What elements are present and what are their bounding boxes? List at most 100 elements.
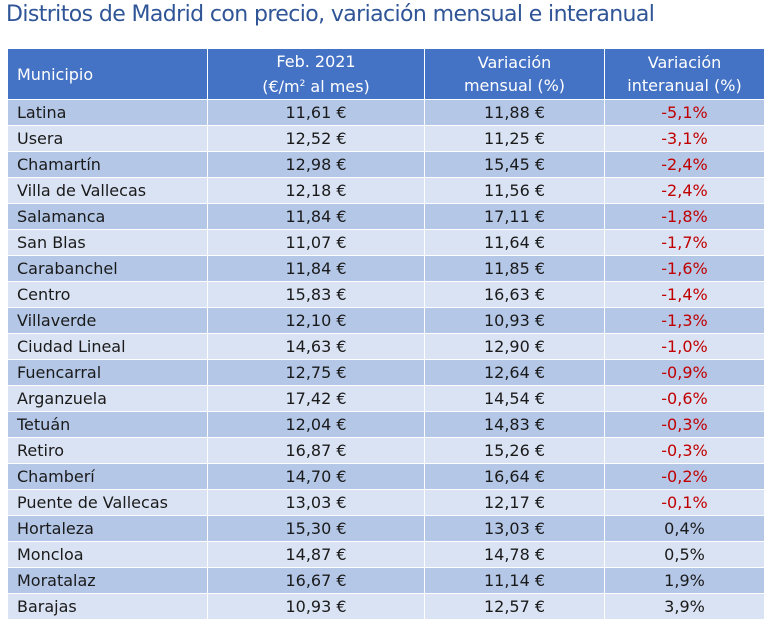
cell-municipio: Arganzuela bbox=[7, 385, 208, 412]
cell-municipio: Tetuán bbox=[7, 411, 208, 438]
table-row: Usera 12,52 €11,25 € -3,1% bbox=[7, 125, 765, 152]
cell-precio: 17,42 € bbox=[207, 385, 425, 412]
cell-municipio: Salamanca bbox=[7, 203, 208, 230]
cell-interanual: -1,6% bbox=[604, 255, 765, 282]
cell-municipio: Fuencarral bbox=[7, 359, 208, 386]
cell-precio: 11,84 € bbox=[207, 255, 425, 282]
cell-mensual: 16,64 € bbox=[424, 463, 605, 490]
table-row: Villa de Vallecas 12,18 €11,56 € -2,4% bbox=[7, 177, 765, 204]
cell-precio: 11,84 € bbox=[207, 203, 425, 230]
cell-interanual: 0,4% bbox=[604, 515, 765, 542]
cell-mensual: 13,03 € bbox=[424, 515, 605, 542]
table-row: Puente de Vallecas 13,03 €12,17 € -0,1% bbox=[7, 489, 765, 516]
cell-precio: 12,98 € bbox=[207, 151, 425, 178]
table-row: Salamanca 11,84 €17,11 € -1,8% bbox=[7, 203, 765, 230]
cell-precio: 12,52 € bbox=[207, 125, 425, 152]
cell-mensual: 12,90 € bbox=[424, 333, 605, 360]
cell-mensual: 11,64 € bbox=[424, 229, 605, 256]
cell-municipio: Villa de Vallecas bbox=[7, 177, 208, 204]
header-mensual-line1: Variación bbox=[477, 53, 552, 72]
cell-interanual: -0,6% bbox=[604, 385, 765, 412]
table-header: Municipio Feb. 2021 (€/m2 al mes) Variac… bbox=[7, 48, 765, 100]
cell-precio: 16,87 € bbox=[207, 437, 425, 464]
cell-interanual: -3,1% bbox=[604, 125, 765, 152]
cell-municipio: Ciudad Lineal bbox=[7, 333, 208, 360]
cell-municipio: Chamberí bbox=[7, 463, 208, 490]
cell-interanual: -1,4% bbox=[604, 281, 765, 308]
cell-interanual: -0,9% bbox=[604, 359, 765, 386]
cell-precio: 12,10 € bbox=[207, 307, 425, 334]
cell-municipio: Moncloa bbox=[7, 541, 208, 568]
header-interanual-line2: interanual (%) bbox=[627, 76, 742, 95]
cell-mensual: 11,14 € bbox=[424, 567, 605, 594]
table-row: Centro 15,83 €16,63 € -1,4% bbox=[7, 281, 765, 308]
header-precio-sup: 2 bbox=[299, 79, 306, 89]
header-precio-line2b: al mes) bbox=[305, 77, 370, 96]
table-row: Hortaleza 15,30 €13,03 €0,4% bbox=[7, 515, 765, 542]
cell-municipio: Chamartín bbox=[7, 151, 208, 178]
cell-interanual: -2,4% bbox=[604, 151, 765, 178]
cell-mensual: 11,25 € bbox=[424, 125, 605, 152]
header-interanual-line1: Variación bbox=[647, 53, 722, 72]
cell-precio: 13,03 € bbox=[207, 489, 425, 516]
table-row: Arganzuela 17,42 €14,54 € -0,6% bbox=[7, 385, 765, 412]
cell-interanual: -1,8% bbox=[604, 203, 765, 230]
header-municipio: Municipio bbox=[7, 48, 208, 100]
cell-municipio: Retiro bbox=[7, 437, 208, 464]
cell-mensual: 16,63 € bbox=[424, 281, 605, 308]
table-row: San Blas 11,07 €11,64 € -1,7% bbox=[7, 229, 765, 256]
table-row: Chamberí 14,70 €16,64 € -0,2% bbox=[7, 463, 765, 490]
cell-mensual: 14,54 € bbox=[424, 385, 605, 412]
cell-precio: 14,70 € bbox=[207, 463, 425, 490]
cell-municipio: Puente de Vallecas bbox=[7, 489, 208, 516]
table-row: Carabanchel 11,84 €11,85 € -1,6% bbox=[7, 255, 765, 282]
cell-municipio: Hortaleza bbox=[7, 515, 208, 542]
cell-interanual: 1,9% bbox=[604, 567, 765, 594]
cell-municipio: Latina bbox=[7, 99, 208, 126]
header-precio: Feb. 2021 (€/m2 al mes) bbox=[207, 48, 425, 100]
header-interanual: Variación interanual (%) bbox=[604, 48, 765, 100]
cell-municipio: Carabanchel bbox=[7, 255, 208, 282]
cell-mensual: 17,11 € bbox=[424, 203, 605, 230]
table-row: Barajas 10,93 €12,57 €3,9% bbox=[7, 593, 765, 620]
header-mensual: Variación mensual (%) bbox=[424, 48, 605, 100]
cell-mensual: 11,56 € bbox=[424, 177, 605, 204]
cell-mensual: 15,45 € bbox=[424, 151, 605, 178]
cell-mensual: 12,57 € bbox=[424, 593, 605, 620]
cell-mensual: 12,17 € bbox=[424, 489, 605, 516]
table-row: Latina 11,61 €11,88 € -5,1% bbox=[7, 99, 765, 126]
cell-precio: 12,18 € bbox=[207, 177, 425, 204]
table-row: Fuencarral 12,75 €12,64 € -0,9% bbox=[7, 359, 765, 386]
table-row: Moratalaz 16,67 €11,14 €1,9% bbox=[7, 567, 765, 594]
cell-interanual: -1,3% bbox=[604, 307, 765, 334]
table-row: Tetuán 12,04 €14,83 € -0,3% bbox=[7, 411, 765, 438]
table-row: Villaverde 12,10 €10,93 € -1,3% bbox=[7, 307, 765, 334]
cell-precio: 10,93 € bbox=[207, 593, 425, 620]
cell-municipio: Barajas bbox=[7, 593, 208, 620]
cell-interanual: -0,3% bbox=[604, 437, 765, 464]
cell-precio: 11,07 € bbox=[207, 229, 425, 256]
cell-municipio: San Blas bbox=[7, 229, 208, 256]
cell-mensual: 14,78 € bbox=[424, 541, 605, 568]
table-body: Latina 11,61 €11,88 € -5,1% Usera 12,52 €11,… bbox=[7, 99, 765, 620]
table-row: Chamartín 12,98 €15,45 € -2,4% bbox=[7, 151, 765, 178]
header-row: Municipio Feb. 2021 (€/m2 al mes) Variac… bbox=[7, 48, 765, 100]
cell-interanual: 3,9% bbox=[604, 593, 765, 620]
table-row: Ciudad Lineal 14,63 €12,90 € -1,0% bbox=[7, 333, 765, 360]
header-precio-line2a: (€/m bbox=[262, 77, 300, 96]
cell-municipio: Moratalaz bbox=[7, 567, 208, 594]
cell-mensual: 10,93 € bbox=[424, 307, 605, 334]
cell-municipio: Centro bbox=[7, 281, 208, 308]
cell-precio: 12,75 € bbox=[207, 359, 425, 386]
cell-mensual: 15,26 € bbox=[424, 437, 605, 464]
cell-municipio: Usera bbox=[7, 125, 208, 152]
cell-mensual: 12,64 € bbox=[424, 359, 605, 386]
cell-interanual: -1,0% bbox=[604, 333, 765, 360]
header-municipio-label: Municipio bbox=[17, 64, 94, 84]
cell-interanual: 0,5% bbox=[604, 541, 765, 568]
districts-table: Municipio Feb. 2021 (€/m2 al mes) Variac… bbox=[7, 48, 765, 620]
cell-interanual: -1,7% bbox=[604, 229, 765, 256]
cell-interanual: -0,2% bbox=[604, 463, 765, 490]
cell-precio: 11,61 € bbox=[207, 99, 425, 126]
cell-precio: 15,30 € bbox=[207, 515, 425, 542]
